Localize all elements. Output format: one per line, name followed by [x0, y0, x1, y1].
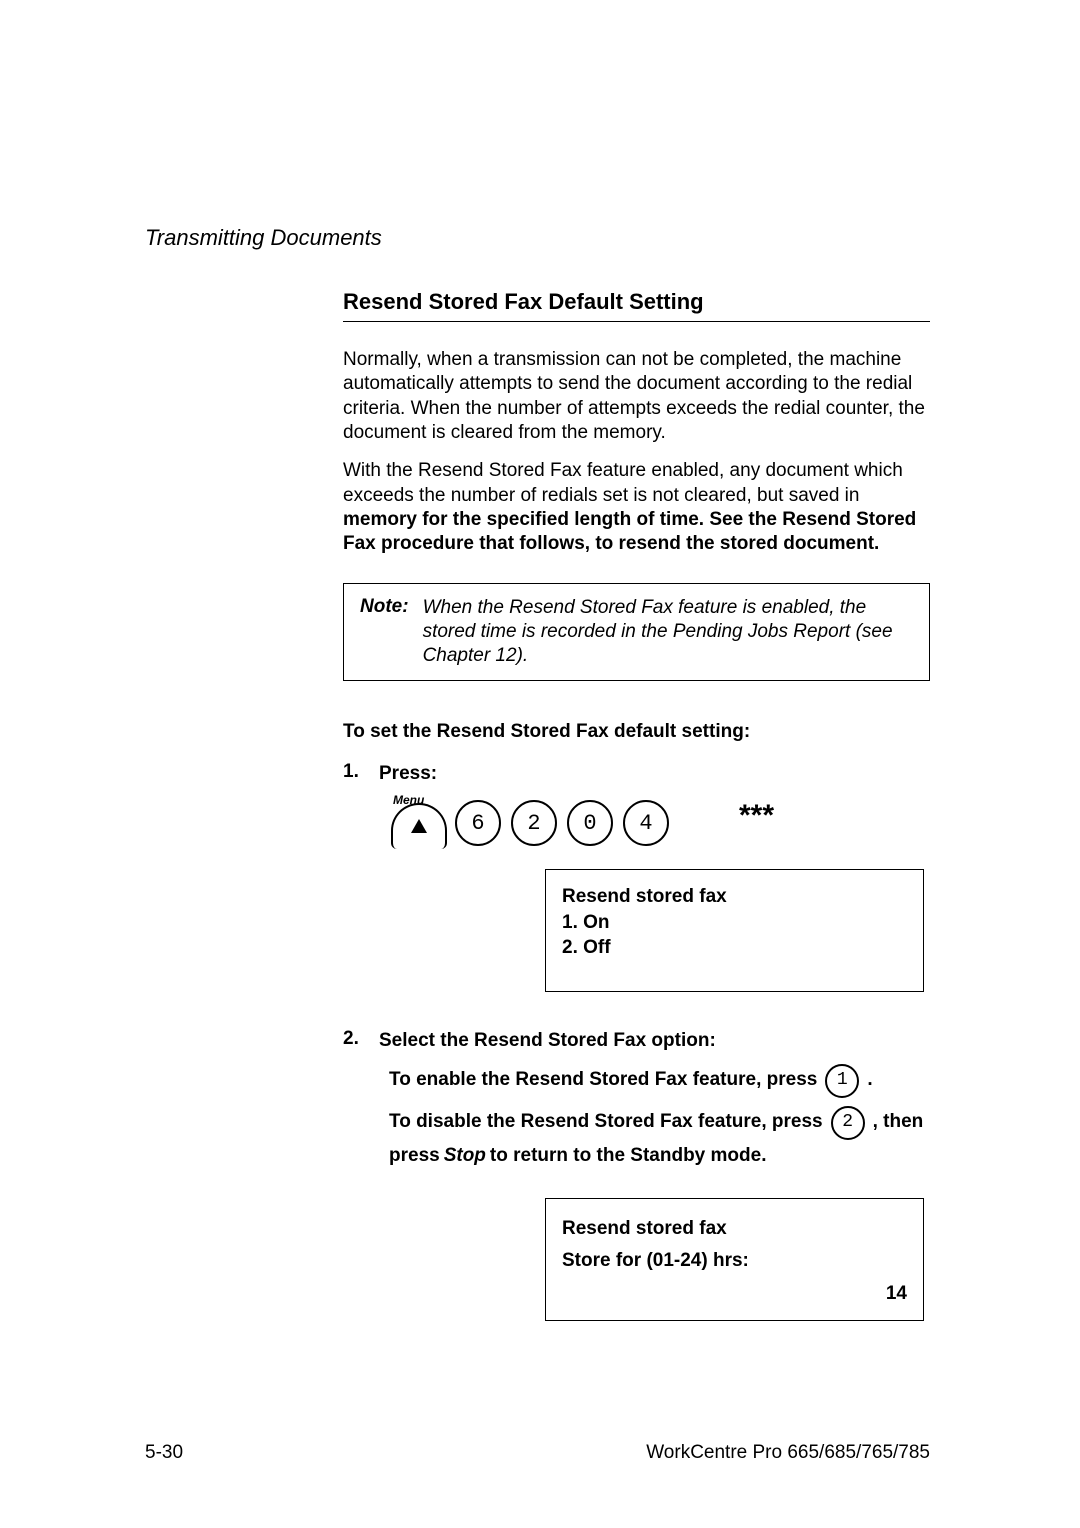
section-title: Resend Stored Fax Default Setting — [343, 289, 930, 322]
step-2-number: 2. — [343, 1028, 363, 1054]
key-4: 4 — [623, 800, 669, 846]
paragraph-2: With the Resend Stored Fax feature enabl… — [343, 459, 930, 556]
lcd-display-2: Resend stored fax Store for (01-24) hrs:… — [545, 1198, 924, 1321]
lcd2-value: 14 — [562, 1278, 907, 1310]
substep-disable-text-a: To disable the Resend Stored Fax feature… — [389, 1106, 823, 1138]
menu-key: Menu — [389, 797, 445, 849]
key-1-inline: 1 — [825, 1064, 859, 1098]
keypad-row: Menu 6 2 0 4 *** — [389, 797, 930, 849]
substep-disable-text-b: , then — [873, 1106, 924, 1138]
step-1: 1. Press: — [343, 761, 930, 787]
key-2-inline: 2 — [831, 1106, 865, 1140]
paragraph-2b: memory for the specified length of time.… — [343, 509, 916, 554]
chapter-title: Transmitting Documents — [145, 225, 930, 251]
stars: *** — [739, 799, 774, 833]
up-triangle-icon — [391, 803, 447, 849]
substep-enable-text-b: . — [867, 1064, 872, 1096]
paragraph-2a: With the Resend Stored Fax feature enabl… — [343, 460, 903, 505]
lcd1-line3: 2. Off — [562, 935, 907, 961]
stop-key-label: Stop — [444, 1140, 486, 1172]
key-6: 6 — [455, 800, 501, 846]
substep-disable-text-c1: press — [389, 1140, 440, 1172]
step-1-text: Press: — [379, 761, 930, 787]
lcd2-line2: Store for (01-24) hrs: — [562, 1245, 907, 1277]
step-2-text: Select the Resend Stored Fax option: — [379, 1028, 930, 1054]
step-2: 2. Select the Resend Stored Fax option: — [343, 1028, 930, 1054]
note-box: Note: When the Resend Stored Fax feature… — [343, 583, 930, 682]
step-1-number: 1. — [343, 761, 363, 787]
substep-enable: To enable the Resend Stored Fax feature,… — [389, 1064, 930, 1098]
lcd1-line2: 1. On — [562, 910, 907, 936]
page-footer: 5-30 WorkCentre Pro 665/685/765/785 — [145, 1442, 930, 1464]
procedure-heading: To set the Resend Stored Fax default set… — [343, 721, 930, 743]
substep-enable-text-a: To enable the Resend Stored Fax feature,… — [389, 1064, 817, 1096]
substep-disable: To disable the Resend Stored Fax feature… — [389, 1106, 930, 1172]
substep-disable-text-c2: to return to the Standby mode. — [490, 1140, 767, 1172]
product-name: WorkCentre Pro 665/685/765/785 — [646, 1442, 930, 1464]
key-2: 2 — [511, 800, 557, 846]
note-label: Note: — [360, 596, 409, 669]
key-0: 0 — [567, 800, 613, 846]
page-number: 5-30 — [145, 1442, 183, 1464]
paragraph-1: Normally, when a transmission can not be… — [343, 348, 930, 445]
lcd1-line1: Resend stored fax — [562, 884, 907, 910]
lcd2-line1: Resend stored fax — [562, 1213, 907, 1245]
note-text: When the Resend Stored Fax feature is en… — [423, 596, 913, 669]
lcd-display-1: Resend stored fax 1. On 2. Off — [545, 869, 924, 992]
